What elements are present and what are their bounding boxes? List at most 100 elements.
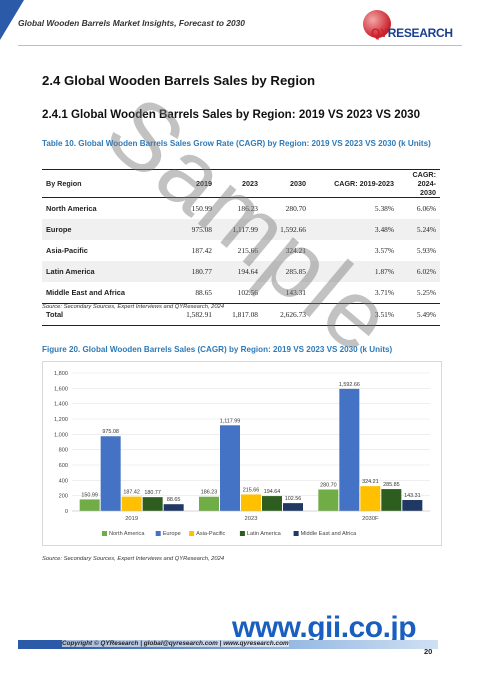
col-header-2019: 2019 — [174, 169, 216, 198]
y-tick-label: 1,000 — [54, 432, 68, 438]
header-divider — [18, 45, 462, 46]
cell: 102.56 — [237, 288, 258, 297]
chart-bar-labels: 150.99 975.08 187.42 180.77 88.65 186.23 1,117… — [81, 382, 420, 503]
x-tick-label: 2030F — [362, 516, 379, 522]
col-header-cagr-2024-2030: CAGR: 2024-2030 — [398, 169, 440, 198]
report-title: Global Wooden Barrels Market Insights, F… — [18, 18, 245, 28]
gii-watermark: www.gii.co.jp — [232, 611, 417, 644]
y-tick-label: 1,400 — [54, 402, 68, 408]
cell: 88.65 — [195, 288, 212, 297]
bar-data-label: 324.21 — [362, 479, 379, 485]
cell: 1.87% — [310, 261, 398, 282]
cell: 5.25% — [416, 288, 436, 297]
cell-region: Middle East and Africa — [46, 288, 125, 297]
legend-label: Europe — [163, 531, 181, 537]
cell: 5.24% — [398, 219, 440, 240]
cell: 975.08 — [174, 219, 216, 240]
bar — [241, 494, 261, 511]
table-row: Middle East and Africa 88.65 102.56 143.31 3… — [42, 282, 440, 304]
y-tick-label: 600 — [59, 463, 68, 469]
bar-data-label: 186.23 — [201, 490, 218, 496]
bar-data-label: 180.77 — [144, 490, 161, 496]
bar — [79, 499, 100, 511]
sales-by-region-chart: 0 200 400 600 800 1,000 1,200 1,400 1,600 1,800 1… — [54, 371, 430, 537]
bar — [318, 489, 339, 511]
bar — [199, 496, 219, 511]
bar-data-label: 143.31 — [404, 493, 421, 499]
bar — [220, 425, 240, 511]
legend-swatch — [102, 531, 107, 536]
cell: 180.77 — [174, 261, 216, 282]
cell: 187.42 — [191, 246, 212, 255]
cell: 3.57% — [374, 246, 394, 255]
chart-x-ticks: 2019 2023 2030F — [72, 510, 430, 522]
y-tick-label: 800 — [59, 448, 68, 454]
table-row: Europe 975.08 1,117.99 1,592.66 3.48% 5.24% — [42, 219, 440, 240]
legend-swatch — [293, 531, 299, 536]
bar-data-label: 187.42 — [123, 490, 139, 496]
col-header-cagr-2019-2023: CAGR: 2019-2023 — [310, 169, 398, 198]
cell: 3.48% — [310, 219, 398, 240]
table-row: North America 150.99 186.23 280.70 5.38% 6.06… — [42, 198, 440, 220]
cell-region: Europe — [42, 219, 174, 240]
cell: 280.70 — [285, 204, 306, 213]
bar — [402, 500, 423, 511]
cell: 1,582.91 — [174, 303, 216, 326]
legend-label: Middle East and Africa — [301, 531, 358, 537]
page-number: 20 — [424, 647, 433, 656]
cell: 1,817.08 — [216, 303, 262, 326]
bar — [381, 489, 402, 511]
figure-source-note: Source: Secondary Sources, Expert Interv… — [42, 556, 225, 562]
x-tick-label: 2023 — [245, 516, 258, 522]
bar-data-label: 194.64 — [264, 489, 281, 495]
logo-qy: QY — [371, 26, 388, 40]
cell: 186.23 — [237, 204, 258, 213]
bar — [121, 496, 142, 511]
table-source-note: Source: Secondary Sources, Expert Interv… — [42, 304, 225, 310]
y-tick-label: 1,800 — [54, 371, 68, 377]
cell: 285.85 — [262, 261, 310, 282]
cell: 6.06% — [416, 204, 436, 213]
legend-label: North America — [109, 531, 145, 537]
cell-region: Latin America — [42, 261, 174, 282]
header-corner-accent — [0, 0, 24, 40]
bar — [360, 486, 381, 511]
section-heading: 2.4 Global Wooden Barrels Sales by Regio… — [42, 73, 316, 88]
table-row: Asia-Pacific 187.42 215.66 324.21 3.57% 5.93% — [42, 240, 440, 261]
bar — [283, 503, 303, 511]
col-header-region: By Region — [42, 169, 174, 198]
table-row: Latin America 180.77 194.64 285.85 1.87% 6.02… — [42, 261, 440, 282]
cell: 324.21 — [285, 246, 306, 255]
table-total-row: Total 1,582.91 1,817.08 2,626.73 3.51% 5.49% — [42, 303, 440, 326]
cell: 5.93% — [416, 246, 436, 255]
bar-data-label: 975.08 — [102, 429, 119, 435]
cell: 150.99 — [191, 204, 212, 213]
cell-region: Total — [42, 303, 174, 326]
y-tick-label: 400 — [59, 478, 68, 484]
bar — [339, 388, 360, 511]
figure-caption: Figure 20. Global Wooden Barrels Sales (… — [42, 345, 393, 354]
cell: 1,117.99 — [216, 219, 262, 240]
qyresearch-logo-globe-icon — [363, 10, 391, 38]
cell-region: Asia-Pacific — [46, 246, 88, 255]
subsection-heading: 2.4.1 Global Wooden Barrels Sales by Reg… — [42, 108, 421, 121]
bar-data-label: 150.99 — [81, 492, 98, 498]
bar-data-label: 215.66 — [243, 487, 260, 493]
cell: 5.38% — [374, 204, 394, 213]
col-header-2030: 2030 — [262, 169, 310, 198]
table-caption: Table 10. Global Wooden Barrels Sales Gr… — [42, 139, 431, 148]
cell: 194.64 — [216, 261, 262, 282]
legend-swatch — [155, 531, 161, 536]
y-tick-label: 0 — [65, 509, 68, 515]
bar-data-label: 1,117.99 — [220, 418, 241, 424]
legend-label: Asia-Pacific — [196, 531, 225, 537]
bar-data-label: 280.70 — [320, 482, 337, 488]
bar — [100, 436, 121, 511]
qyresearch-logo: QYRESEARCH — [371, 26, 453, 40]
cell: 3.71% — [374, 288, 394, 297]
bar — [163, 504, 184, 511]
chart-bars — [79, 388, 423, 511]
bar-data-label: 88.65 — [167, 497, 181, 503]
sales-by-region-table: By Region 2019 2023 2030 CAGR: 2019-2023… — [42, 169, 440, 326]
cell: 143.31 — [285, 288, 306, 297]
